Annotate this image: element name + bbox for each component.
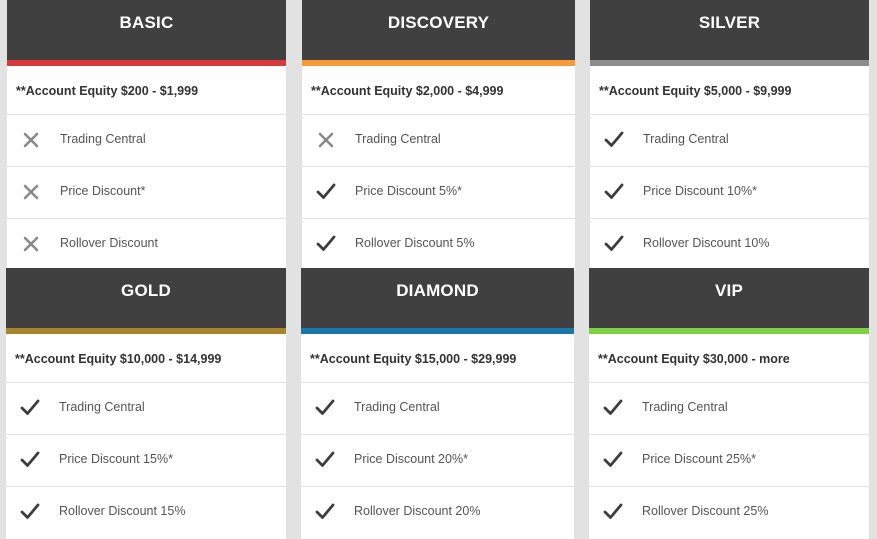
tier-card-gold: GOLD **Account Equity $10,000 - $14,999 Tr… — [6, 268, 286, 539]
feature-label: Trading Central — [59, 400, 145, 414]
feature-label: Rollover Discount — [60, 236, 158, 250]
check-icon — [314, 449, 336, 471]
feature-label: Price Discount 10%* — [643, 184, 757, 198]
feature-row: Price Discount 20%* — [301, 435, 574, 487]
tier-accent-bar — [302, 60, 575, 66]
check-icon — [314, 501, 336, 523]
feature-label: Rollover Discount 5% — [355, 236, 475, 250]
feature-row: Rollover Discount 25% — [589, 487, 869, 539]
feature-row: Rollover Discount 10% — [590, 219, 869, 271]
account-equity: **Account Equity $10,000 - $14,999 — [6, 334, 286, 383]
feature-row: Rollover Discount 15% — [6, 487, 286, 539]
tier-card-discovery: DISCOVERY **Account Equity $2,000 - $4,99… — [302, 0, 575, 271]
tier-title: VIP — [589, 268, 869, 328]
feature-label: Trading Central — [354, 400, 440, 414]
feature-row: Trading Central — [302, 115, 575, 167]
feature-row: Rollover Discount 20% — [301, 487, 574, 539]
feature-row: Trading Central — [7, 115, 286, 167]
tier-accent-bar — [6, 328, 286, 334]
cross-icon — [315, 129, 337, 151]
feature-row: Trading Central — [590, 115, 869, 167]
check-icon — [602, 501, 624, 523]
tier-card-basic: BASIC **Account Equity $200 - $1,999 Tradi… — [7, 0, 286, 271]
check-icon — [602, 397, 624, 419]
cross-icon — [20, 181, 42, 203]
tier-accent-bar — [589, 328, 869, 334]
feature-row: Trading Central — [6, 383, 286, 435]
account-equity: **Account Equity $30,000 - more — [589, 334, 869, 383]
check-icon — [19, 397, 41, 419]
feature-label: Trading Central — [60, 132, 146, 146]
cross-icon — [20, 129, 42, 151]
feature-label: Price Discount 20%* — [354, 452, 468, 466]
check-icon — [19, 449, 41, 471]
feature-row: Rollover Discount 5% — [302, 219, 575, 271]
tier-title: DIAMOND — [301, 268, 574, 328]
feature-label: Price Discount* — [60, 184, 146, 198]
tier-accent-bar — [7, 60, 286, 66]
check-icon — [19, 501, 41, 523]
feature-row: Price Discount 15%* — [6, 435, 286, 487]
tier-accent-bar — [590, 60, 869, 66]
tier-title: SILVER — [590, 0, 869, 60]
feature-row: Trading Central — [589, 383, 869, 435]
account-equity: **Account Equity $2,000 - $4,999 — [302, 66, 575, 115]
account-equity: **Account Equity $15,000 - $29,999 — [301, 334, 574, 383]
feature-label: Price Discount 5%* — [355, 184, 462, 198]
feature-label: Price Discount 15%* — [59, 452, 173, 466]
feature-label: Rollover Discount 15% — [59, 504, 186, 518]
feature-label: Trading Central — [643, 132, 729, 146]
tier-card-diamond: DIAMOND **Account Equity $15,000 - $29,99… — [301, 268, 574, 539]
feature-row: Price Discount 10%* — [590, 167, 869, 219]
check-icon — [603, 233, 625, 255]
check-icon — [315, 233, 337, 255]
feature-label: Rollover Discount 20% — [354, 504, 481, 518]
tier-card-vip: VIP **Account Equity $30,000 - more Tradin… — [589, 268, 869, 539]
feature-row: Price Discount* — [7, 167, 286, 219]
tier-card-silver: SILVER **Account Equity $5,000 - $9,999 Tr… — [590, 0, 869, 271]
tier-title: DISCOVERY — [302, 0, 575, 60]
feature-row: Rollover Discount — [7, 219, 286, 271]
feature-label: Price Discount 25%* — [642, 452, 756, 466]
feature-row: Price Discount 25%* — [589, 435, 869, 487]
feature-label: Rollover Discount 10% — [643, 236, 770, 250]
tier-title: GOLD — [6, 268, 286, 328]
check-icon — [603, 181, 625, 203]
feature-label: Trading Central — [355, 132, 441, 146]
feature-row: Price Discount 5%* — [302, 167, 575, 219]
check-icon — [603, 129, 625, 151]
check-icon — [314, 397, 336, 419]
tier-accent-bar — [301, 328, 574, 334]
feature-label: Rollover Discount 25% — [642, 504, 769, 518]
account-equity: **Account Equity $5,000 - $9,999 — [590, 66, 869, 115]
tier-title: BASIC — [7, 0, 286, 60]
account-equity: **Account Equity $200 - $1,999 — [7, 66, 286, 115]
feature-row: Trading Central — [301, 383, 574, 435]
check-icon — [602, 449, 624, 471]
feature-label: Trading Central — [642, 400, 728, 414]
cross-icon — [20, 233, 42, 255]
check-icon — [315, 181, 337, 203]
